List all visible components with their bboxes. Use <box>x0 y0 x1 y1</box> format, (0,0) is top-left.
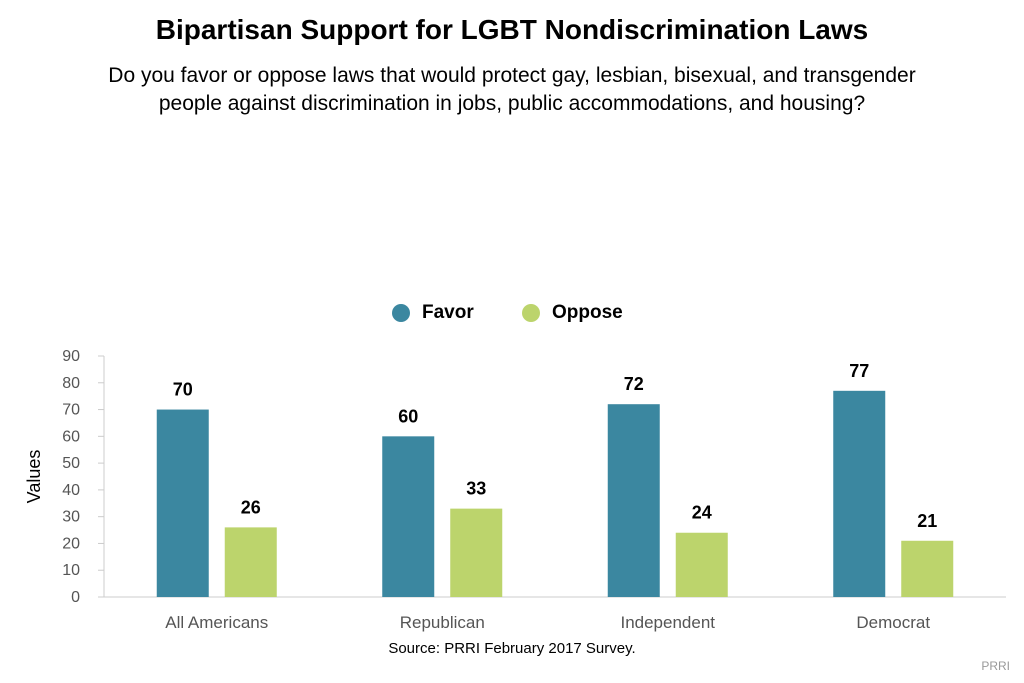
data-label-favor: 70 <box>173 380 193 400</box>
bar-oppose <box>224 527 277 597</box>
chart-title: Bipartisan Support for LGBT Nondiscrimin… <box>155 14 869 45</box>
data-label-oppose: 26 <box>241 497 261 517</box>
y-tick-label: 90 <box>62 348 80 365</box>
y-tick-label: 80 <box>62 375 80 392</box>
bar-favor <box>833 390 886 597</box>
legend-item-favor[interactable]: Favor <box>392 302 474 324</box>
x-tick-label: Independent <box>620 613 715 632</box>
x-tick-label: All Americans <box>165 613 268 632</box>
source-note: Source: PRRI February 2017 Survey. <box>388 640 636 657</box>
bar-oppose <box>675 532 728 597</box>
legend-marker-favor <box>392 304 410 322</box>
x-tick-label: Republican <box>400 613 485 632</box>
bar-favor <box>382 436 435 597</box>
bar-oppose <box>901 540 954 597</box>
y-tick-label: 50 <box>62 455 80 472</box>
bar-favor <box>607 404 660 597</box>
data-label-oppose: 24 <box>692 503 712 523</box>
chart-subtitle: Do you favor or oppose laws that would p… <box>108 64 916 115</box>
y-tick-label: 40 <box>62 482 80 499</box>
x-tick-label: Democrat <box>856 613 930 632</box>
bar-favor <box>156 409 209 597</box>
y-tick-label: 10 <box>62 562 80 579</box>
y-tick-label: 0 <box>71 589 80 606</box>
data-label-favor: 77 <box>849 361 869 381</box>
y-axis-title: Values <box>24 450 44 504</box>
data-label-oppose: 33 <box>466 479 486 499</box>
data-label-favor: 72 <box>624 374 644 394</box>
data-label-favor: 60 <box>398 406 418 426</box>
legend-marker-oppose <box>522 304 540 322</box>
data-label-oppose: 21 <box>917 511 937 531</box>
credit-label: PRRI <box>981 659 1010 673</box>
legend-label-oppose: Oppose <box>552 302 623 323</box>
y-tick-label: 70 <box>62 402 80 419</box>
legend-item-oppose[interactable]: Oppose <box>522 302 623 324</box>
bar-oppose <box>450 508 503 597</box>
legend: Favor Oppose <box>0 302 1024 326</box>
legend-label-favor: Favor <box>422 302 474 323</box>
y-tick-label: 60 <box>62 428 80 445</box>
y-tick-label: 20 <box>62 535 80 552</box>
y-tick-label: 30 <box>62 509 80 526</box>
